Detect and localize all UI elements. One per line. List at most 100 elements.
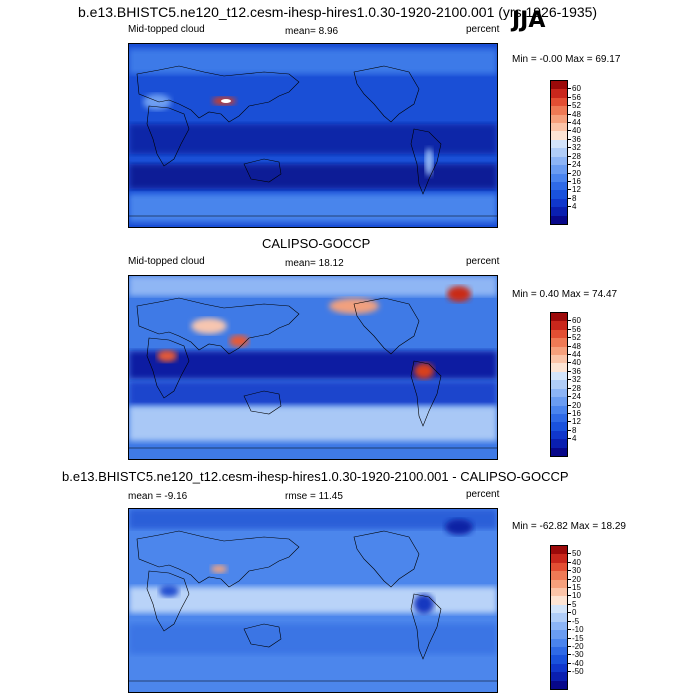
colorbar-segment [551, 173, 567, 183]
colorbar-segment [551, 439, 567, 449]
colorbar-segment [551, 447, 567, 457]
colorbar-tick [568, 438, 571, 440]
panel-1-tibet-core [221, 99, 231, 103]
colorbar-tick-label: -10 [572, 625, 584, 635]
colorbar-tick-label: -20 [572, 641, 584, 651]
figure-title: b.e13.BHISTC5.ne120_t12.cesm-ihesp-hires… [78, 4, 598, 20]
panel-3-tropical-band [129, 587, 497, 613]
colorbar-tick [568, 412, 571, 414]
panel-2-title: CALIPSO-GOCCP [262, 236, 371, 251]
colorbar-segment [551, 165, 567, 175]
colorbar-tick-label: 16 [572, 408, 581, 418]
colorbar-segment [551, 588, 567, 597]
colorbar-tick-label: -5 [572, 616, 580, 626]
colorbar-segment [551, 363, 567, 373]
colorbar-tick-label: 40 [572, 358, 581, 368]
colorbar-box [550, 545, 568, 690]
colorbar-tick [568, 379, 571, 381]
colorbar-tick [568, 396, 571, 398]
colorbar-tick [568, 328, 571, 330]
colorbar-segment [551, 655, 567, 665]
colorbar-tick [568, 570, 571, 572]
colorbar-segment [551, 329, 567, 339]
colorbar-segment [551, 355, 567, 364]
colorbar-segment [551, 97, 567, 107]
colorbar-tick [568, 138, 571, 140]
panel-3-tibet-positive [211, 565, 227, 573]
colorbar-tick [568, 362, 571, 364]
colorbar-tick [568, 629, 571, 631]
colorbar-tick-label: 48 [572, 341, 581, 351]
colorbar-segment [551, 638, 567, 648]
panel-3-mean-label: mean = -9.16 [128, 491, 188, 502]
colorbar-tick [568, 595, 571, 597]
colorbar-tick [568, 113, 571, 115]
panel-1-high-lat-band [129, 49, 497, 74]
colorbar-tick [568, 561, 571, 563]
panel-2-tropical-band [129, 351, 497, 379]
colorbar-segment [551, 114, 567, 124]
colorbar-tick-label: 24 [572, 160, 581, 170]
panel-3-units-label: percent [466, 489, 500, 500]
colorbar-tick [568, 645, 571, 647]
colorbar-tick-label: 4 [572, 202, 577, 212]
panel-2-colorbar: 60 56 52 48 44 40 36 32 28 24 20 16 12 8 4 [550, 312, 610, 457]
colorbar-tick-label: 28 [572, 151, 581, 161]
colorbar-tick-label: 8 [572, 425, 577, 435]
colorbar-segment [551, 604, 567, 614]
colorbar-tick-label: 52 [572, 101, 581, 111]
colorbar-tick [568, 147, 571, 149]
colorbar-box [550, 312, 568, 457]
panel-1-andes-hotspot [425, 148, 433, 176]
colorbar-tick-label: -40 [572, 658, 584, 668]
panel-1-coastlines [129, 65, 497, 217]
panel-1-minmax-label: Min = -0.00 Max = 69.17 [512, 54, 621, 65]
colorbar-segment [551, 596, 567, 606]
panel-2-map-svg [129, 276, 497, 459]
panel-2-pacific-north-hotspot [329, 298, 379, 314]
panel-2-south-america-hotspot [414, 363, 434, 379]
panel-3-coastlines [129, 530, 497, 682]
colorbar-segment [551, 89, 567, 99]
panel-3-map-svg [129, 509, 497, 692]
colorbar-tick-label: 24 [572, 392, 581, 402]
panel-3-south-america-negative [414, 594, 434, 614]
colorbar-tick-label: 44 [572, 118, 581, 128]
colorbar-segment [551, 380, 567, 390]
season-label: JJA [512, 8, 546, 33]
colorbar-tick-label: -15 [572, 633, 584, 643]
colorbar-segment [551, 131, 567, 141]
colorbar-tick-label: 56 [572, 324, 581, 334]
colorbar-segment [551, 148, 567, 158]
colorbar-tick [568, 320, 571, 322]
panel-2-europe-hotspot [191, 318, 227, 334]
colorbar-segment [551, 321, 567, 331]
panel-1-mean-label: mean= 8.96 [285, 26, 339, 37]
panel-1-southern-ocean-band [129, 194, 497, 222]
colorbar-segment [551, 680, 567, 690]
colorbar-segment [551, 579, 567, 589]
colorbar-segment [551, 207, 567, 217]
colorbar-tick [568, 637, 571, 639]
panel-2-storm-track [129, 406, 497, 441]
colorbar-tick-label: 50 [572, 549, 581, 559]
colorbar-segment [551, 313, 567, 322]
colorbar-segment [551, 430, 567, 440]
colorbar-tick-label: 36 [572, 134, 581, 144]
colorbar-tick-label: 8 [572, 193, 577, 203]
colorbar-segment [551, 546, 567, 555]
colorbar-tick [568, 612, 571, 614]
colorbar-tick [568, 197, 571, 199]
colorbar-tick-label: -50 [572, 667, 584, 677]
colorbar-tick [568, 164, 571, 166]
colorbar-tick-label: 30 [572, 566, 581, 576]
colorbar-tick-label: 20 [572, 574, 581, 584]
colorbar-tick-label: 12 [572, 185, 581, 195]
colorbar-segment [551, 562, 567, 572]
colorbar-segment [551, 139, 567, 149]
colorbar-tick-label: 16 [572, 176, 581, 186]
panel-2-siberia-hotspot [447, 286, 471, 302]
panel-3-title: b.e13.BHISTC5.ne120_t12.cesm-ihesp-hires… [62, 469, 569, 484]
colorbar-tick [568, 172, 571, 174]
colorbar-tick [568, 105, 571, 107]
